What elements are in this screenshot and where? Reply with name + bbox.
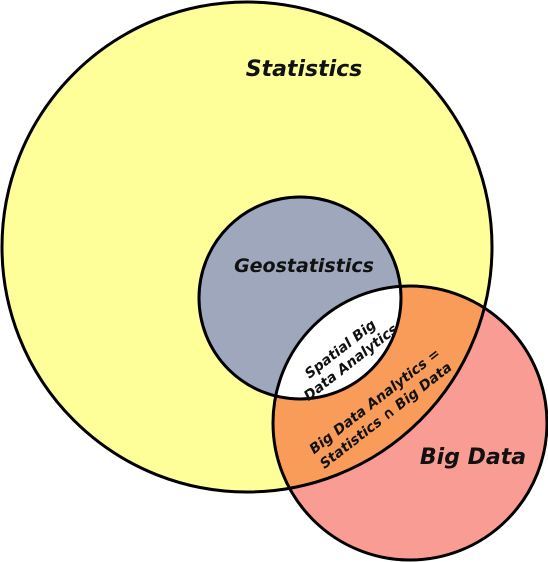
geostatistics-outline — [197, 195, 403, 401]
statistics-outline — [0, 0, 494, 494]
big-data-outline — [271, 284, 548, 562]
statistics-label: Statistics — [246, 57, 363, 82]
geostatistics-label: Geostatistics — [234, 255, 374, 277]
spatial-big-data-analytics-region — [273, 286, 401, 399]
big-data-label: Big Data — [420, 445, 526, 470]
